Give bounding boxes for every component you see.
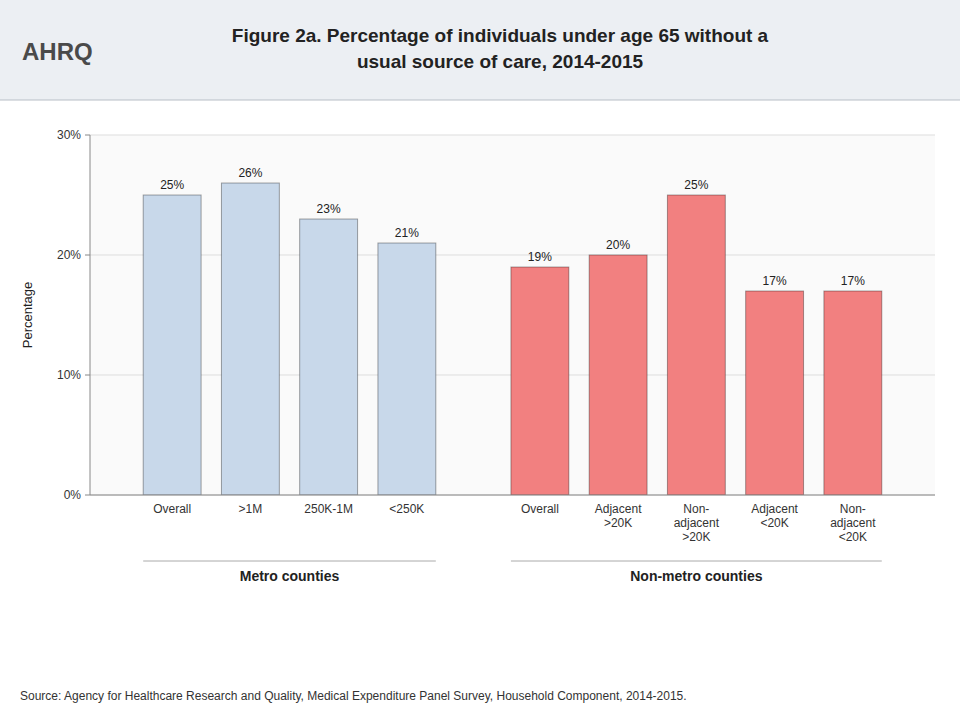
category-label: 250K-1M — [304, 502, 353, 516]
category-label-line: >1M — [239, 502, 263, 516]
x-axis-line — [90, 495, 935, 496]
category-label-line: adjacent — [830, 516, 876, 530]
category-label: Non-adjacent<20K — [830, 502, 876, 544]
data-label: 21% — [395, 226, 419, 240]
data-labels: 25% 26% 23% 21% 19% 20% 25% 17% 17% — [160, 166, 865, 288]
tick-mark — [85, 375, 90, 376]
category-label: Adjacent>20K — [595, 502, 642, 530]
data-label: 19% — [528, 250, 552, 264]
plot-area — [90, 135, 935, 495]
bar — [221, 183, 279, 495]
grid-line — [90, 135, 935, 136]
data-label: 25% — [160, 178, 184, 192]
category-label-line: >20K — [682, 530, 710, 544]
bar — [143, 195, 201, 495]
group-label: Metro counties — [240, 568, 340, 584]
tick-label: 10% — [57, 368, 81, 382]
category-label: Overall — [153, 502, 191, 516]
category-label: Non-adjacent>20K — [674, 502, 720, 544]
category-label-line: Overall — [521, 502, 559, 516]
category-label-line: Non- — [840, 502, 866, 516]
bar — [667, 195, 725, 495]
tick-label: 20% — [57, 248, 81, 262]
category-label: Overall — [521, 502, 559, 516]
category-label-line: 250K-1M — [304, 502, 353, 516]
tick-mark — [85, 135, 90, 136]
title-line: Figure 2a. Percentage of individuals und… — [232, 25, 769, 46]
category-label-line: Adjacent — [595, 502, 642, 516]
title-line: usual source of care, 2014-2015 — [357, 51, 644, 72]
bars — [143, 183, 882, 495]
tick-label: 0% — [64, 488, 82, 502]
category-label-line: Non- — [683, 502, 709, 516]
tick-label: 30% — [57, 128, 81, 142]
data-label: 23% — [317, 202, 341, 216]
data-label: 17% — [841, 274, 865, 288]
x-axis: Overall>1M250K-1M<250KOverallAdjacent>20… — [153, 502, 876, 544]
category-label-line: Adjacent — [751, 502, 798, 516]
tick-mark — [85, 495, 90, 496]
y-axis-line — [90, 135, 91, 495]
bar — [824, 291, 882, 495]
data-label: 20% — [606, 238, 630, 252]
group-bracket — [511, 561, 882, 562]
group-label: Non-metro counties — [630, 568, 762, 584]
category-label-line: <20K — [760, 516, 788, 530]
bar — [589, 255, 647, 495]
category-label-line: adjacent — [674, 516, 720, 530]
bar — [378, 243, 436, 495]
chart: Figure 2a. Percentage of individuals und… — [0, 0, 960, 720]
category-label-line: <20K — [839, 530, 867, 544]
bar — [300, 219, 358, 495]
category-label-line: >20K — [604, 516, 632, 530]
data-label: 25% — [684, 178, 708, 192]
logo: AHRQ — [22, 38, 93, 65]
grid-line — [90, 495, 935, 496]
data-label: 26% — [238, 166, 262, 180]
bar — [746, 291, 804, 495]
title: Figure 2a. Percentage of individuals und… — [232, 25, 769, 72]
header-band — [0, 0, 960, 100]
category-label: <250K — [389, 502, 424, 516]
category-label-line: <250K — [389, 502, 424, 516]
header-divider — [0, 100, 960, 101]
y-axis: 0% 10% 20% 30% — [57, 128, 935, 502]
bar — [511, 267, 569, 495]
y-axis-label: Percentage — [20, 282, 35, 349]
category-label-line: Overall — [153, 502, 191, 516]
tick-mark — [85, 255, 90, 256]
data-label: 17% — [763, 274, 787, 288]
source: Source: Agency for Healthcare Research a… — [20, 689, 687, 703]
category-label: Adjacent<20K — [751, 502, 798, 530]
group-bracket — [143, 561, 436, 562]
grid-line — [90, 255, 935, 256]
category-label: >1M — [239, 502, 263, 516]
